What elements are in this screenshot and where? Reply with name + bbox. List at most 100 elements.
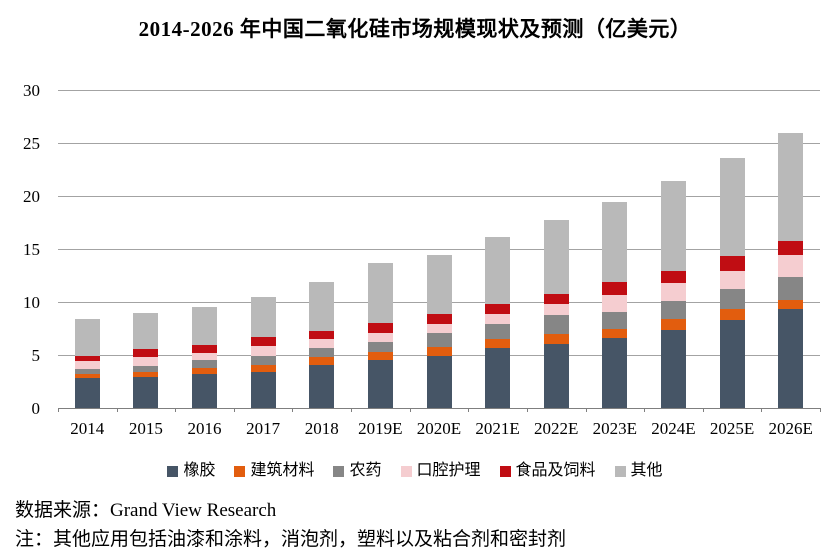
x-axis-tick [58,408,59,412]
legend-item-oral-care: 口腔护理 [400,462,481,480]
bar-segment-oral-care-2022E [543,304,569,316]
x-axis-label: 2020E [416,419,462,438]
legend-swatch-others [614,465,626,477]
x-axis-label: 2022E [534,419,579,438]
bar-segment-food-and-feed-2017 [250,336,276,346]
bar-segment-building-materials-2024E [660,319,686,330]
gridline [58,196,820,197]
bar-segment-others-2026E [778,133,804,241]
x-axis-label: 2023E [592,419,638,438]
bar-segment-others-2014 [74,319,100,356]
x-axis-tick [526,408,528,412]
bar-segment-agrochemicals-2021E [485,324,511,339]
bar-segment-agrochemicals-2016 [192,360,218,368]
y-axis-label: 0 [31,399,41,418]
bar-segment-rubber-2022E [543,344,569,408]
y-axis-label: 20 [23,187,40,206]
x-axis-tick [175,408,177,412]
bar-segment-building-materials-2018 [309,356,335,365]
x-axis-label: 2019E [358,419,403,438]
bar-segment-oral-care-2020E [426,323,452,334]
bar-segment-food-and-feed-2015 [133,349,159,358]
legend-label-others: 其他 [630,462,663,479]
bar-segment-agrochemicals-2025E [719,289,745,310]
bar-segment-others-2016 [192,307,218,346]
x-axis-label: 2025E [709,419,755,438]
gridline [58,249,820,250]
bar-segment-oral-care-2021E [485,314,511,325]
bar-segment-food-and-feed-2018 [309,330,335,340]
bar-segment-building-materials-2015 [133,371,159,378]
x-axis-tick [409,408,411,412]
x-axis-tick [761,408,763,412]
bar-segment-others-2025E [719,157,745,257]
bar-segment-oral-care-2017 [250,345,276,356]
chart-note: 注：其他应用包括油漆和涂料，消泡剂，塑料以及粘合剂和密封剂 [15,529,567,550]
gridline [58,143,820,144]
bar-segment-agrochemicals-2023E [602,312,628,330]
bar-segment-oral-care-2016 [192,352,218,361]
bar-segment-building-materials-2026E [778,299,804,310]
bar-segment-oral-care-2025E [719,270,745,290]
bar-segment-oral-care-2014 [74,361,100,369]
legend-swatch-building-materials [234,465,246,477]
legend-item-agrochemicals: 农药 [333,462,382,480]
x-axis-tick [468,408,470,412]
y-axis-label: 15 [23,240,40,259]
bar-segment-building-materials-2023E [602,329,628,339]
bar-segment-rubber-2020E [426,355,452,408]
bar-segment-oral-care-2026E [778,254,804,277]
bar-segment-rubber-2024E [660,329,686,408]
bar-segment-agrochemicals-2020E [426,333,452,348]
y-axis-label: 10 [23,293,40,312]
bar-segment-others-2019E [367,262,393,324]
bar-segment-building-materials-2014 [74,374,100,379]
gridline [58,90,820,91]
legend-item-food-and-feed: 食品及饲料 [499,462,596,480]
plot-area: 0 5 10 15 20 25 30 2014 2015 2016 2017 2018 2019E 202… [23,81,821,438]
bar-segment-food-and-feed-2020E [426,314,452,324]
legend-label-food-and-feed: 食品及饲料 [515,462,596,479]
bar-segment-agrochemicals-2015 [133,366,159,372]
bar-segment-rubber-2026E [778,309,804,408]
bar-segment-building-materials-2022E [543,334,569,345]
y-axis-label: 30 [23,81,40,100]
bar-segment-oral-care-2018 [309,339,335,348]
bar-segment-others-2015 [133,312,159,350]
x-axis-label: 2018 [304,419,339,438]
bar-segment-building-materials-2016 [192,367,218,374]
x-axis-tick [702,408,704,412]
bar-segment-others-2022E [543,220,569,294]
bar-segment-agrochemicals-2024E [660,300,686,320]
bar-segment-others-2024E [660,181,686,271]
x-axis-label: 2015 [128,419,163,438]
y-axis-label: 25 [23,134,40,153]
bar-segment-rubber-2014 [74,378,100,408]
legend-label-building-materials: 建筑材料 [250,462,315,479]
bar-segment-food-and-feed-2022E [543,293,569,305]
legend-item-building-materials: 建筑材料 [234,462,314,480]
x-axis-tick [116,408,118,412]
bar-segment-food-and-feed-2025E [719,256,745,271]
legend-swatch-food-and-feed [499,465,511,477]
legend-label-oral-care: 口腔护理 [416,462,481,479]
bar-segment-building-materials-2021E [485,338,511,349]
bar-segment-agrochemicals-2014 [74,368,100,375]
bar-segment-agrochemicals-2019E [367,342,393,353]
legend-swatch-agrochemicals [333,465,345,477]
bar-segment-others-2021E [485,236,511,305]
bar-segment-agrochemicals-2026E [778,276,804,300]
bar-segment-rubber-2016 [192,373,218,408]
bar-segment-oral-care-2015 [133,357,159,367]
x-axis-tick [820,408,821,412]
x-axis-tick [585,408,587,412]
legend-swatch-oral-care [400,465,412,477]
x-axis-label: 2014 [70,419,105,438]
bar-segment-building-materials-2025E [719,309,745,320]
bar-segment-food-and-feed-2016 [192,345,218,353]
chart-title: 2014-2026 年中国二氧化硅市场规模现状及预测（亿美元） [138,17,692,41]
bar-segment-rubber-2025E [719,320,745,408]
bar-segment-rubber-2023E [602,338,628,408]
bar-segment-agrochemicals-2018 [309,347,335,357]
